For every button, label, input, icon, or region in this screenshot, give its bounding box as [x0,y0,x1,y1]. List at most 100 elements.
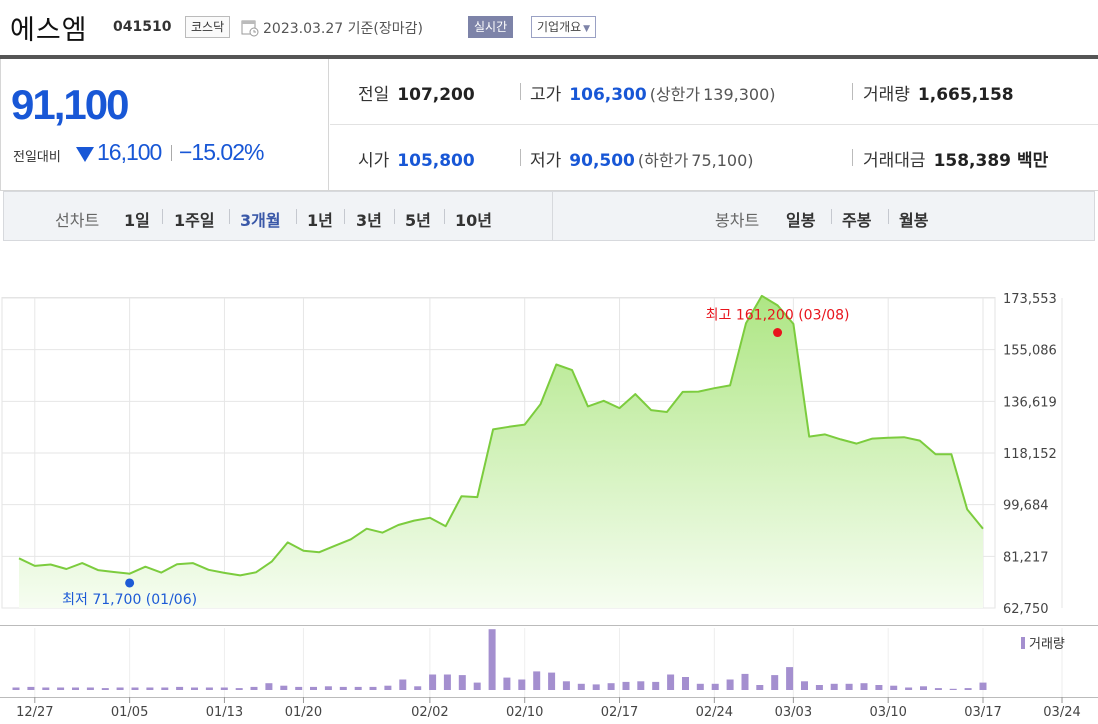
volume-bar [577,683,585,690]
change-amount: 16,100 [97,139,162,165]
y-tick-label: 155,086 [1003,344,1057,359]
volume-bar [905,687,913,690]
volume-bar [786,667,794,690]
open-label: 시가 [358,151,390,171]
volume-bar [220,687,228,690]
y-tick-label: 81,217 [1003,550,1049,565]
market-badge: 코스닥 [185,16,231,38]
volume-label: 거래량 [863,85,910,105]
divider [444,209,445,224]
base-date: 2023.03.27 기준(장마감) [263,21,423,37]
y-tick-label: 136,619 [1003,395,1057,410]
x-tick-label: 01/13 [206,705,243,720]
period-3y[interactable]: 3년 [356,211,382,230]
volume-bar [12,687,20,690]
volume-bar [384,685,392,690]
divider [831,209,832,224]
period-3m[interactable]: 3개월 [240,211,281,230]
volume-legend-label: 거래량 [1029,637,1065,652]
low-marker-label: 최저 71,700 (01/06) [62,592,197,608]
x-tick-label: 02/17 [601,705,638,720]
period-bar: 선차트 1일 1주일 3개월 1년 3년 5년 10년 봉차트 일봉 주봉 월봉 [3,191,1095,241]
low-marker-dot [125,578,135,588]
volume-bar [637,681,645,690]
price-area [19,295,983,608]
volume-bar [518,679,526,690]
quote-row-2: 시가 105,800 저가 90,500 (하한가 75,100) 거래대금 158,38… [330,125,1098,191]
volume-bar [250,686,258,690]
volume-bar [652,681,660,690]
upper-limit-value: 139,300) [703,85,776,104]
volume-bar [161,687,169,690]
lower-limit-label: (하한가 [637,151,689,170]
change-percent: −15.02% [179,139,264,165]
y-tick-label: 62,750 [1003,602,1049,617]
prev-close-label: 전일 [358,85,390,105]
volume-bar [964,688,972,690]
volume-bar [310,686,317,690]
high-value: 106,300 [569,85,647,105]
volume-bar [205,687,213,690]
volume-bar [801,681,808,690]
x-tick-label: 03/03 [775,705,812,720]
volume-bar [845,683,853,690]
volume-bar [131,687,139,690]
volume-bar [191,687,198,690]
high-marker-dot [773,328,783,338]
x-tick-label: 01/05 [111,705,148,720]
period-5y[interactable]: 5년 [405,211,431,230]
volume-bar [860,683,868,690]
period-1w[interactable]: 1주일 [174,211,215,230]
volume-bar [42,687,50,690]
divider [852,83,853,100]
company-overview-label: 기업개요 [537,20,582,34]
trade-value-unit: 백만 [1017,151,1049,171]
volume-bar [934,688,942,690]
volume-bar [176,686,184,690]
volume-value: 1,665,158 [917,85,1014,105]
volume-bar [101,688,109,690]
divider [296,209,297,224]
volume-bar [548,672,556,690]
volume-bar [72,687,79,690]
candle-weekly[interactable]: 주봉 [842,211,872,230]
realtime-button[interactable]: 실시간 [468,16,514,38]
stock-header: 에스엠 041510 코스닥 2023.03.27 기준(장마감) 실시간 기업… [0,0,1098,56]
candle-monthly[interactable]: 월봉 [899,211,929,230]
calendar-icon [241,20,259,37]
volume-bar [488,629,496,690]
period-10y[interactable]: 10년 [455,211,492,230]
open-price: 시가 105,800 [358,146,475,171]
divider [520,149,521,166]
period-1d[interactable]: 1일 [124,211,150,230]
upper-limit-label: (상한가 [649,85,701,104]
open-value: 105,800 [397,151,475,171]
company-overview-dropdown[interactable]: 기업개요 ▼ [531,16,597,38]
period-1y[interactable]: 1년 [307,211,333,230]
prev-close-value: 107,200 [397,85,475,105]
volume-bar [473,682,481,690]
volume-bar [949,688,957,690]
x-tick-label: 12/27 [16,705,53,720]
divider [162,209,163,224]
volume-bar [414,686,422,690]
volume-bar [280,685,288,690]
volume: 거래량 1,665,158 [863,80,1014,105]
volume-bar [890,685,898,690]
volume-bar [815,685,823,690]
high-price: 고가 106,300 (상한가 139,300) [530,80,776,105]
down-triangle-icon [76,147,94,162]
volume-bar [741,673,749,690]
volume-bar [354,686,362,690]
candle-daily[interactable]: 일봉 [786,211,816,230]
change-label: 전일대비 [13,150,61,165]
divider [344,209,345,224]
divider [171,145,172,161]
quote-panel: 91,100 전일대비 16,100 −15.02% 전일 107,200 고가 1… [0,59,1098,191]
volume-bar [443,674,451,690]
volume-bar [771,675,779,690]
volume-bar [979,682,987,690]
volume-bar [399,679,407,690]
stock-code: 041510 [113,19,172,35]
x-tick-label: 02/02 [411,705,448,720]
